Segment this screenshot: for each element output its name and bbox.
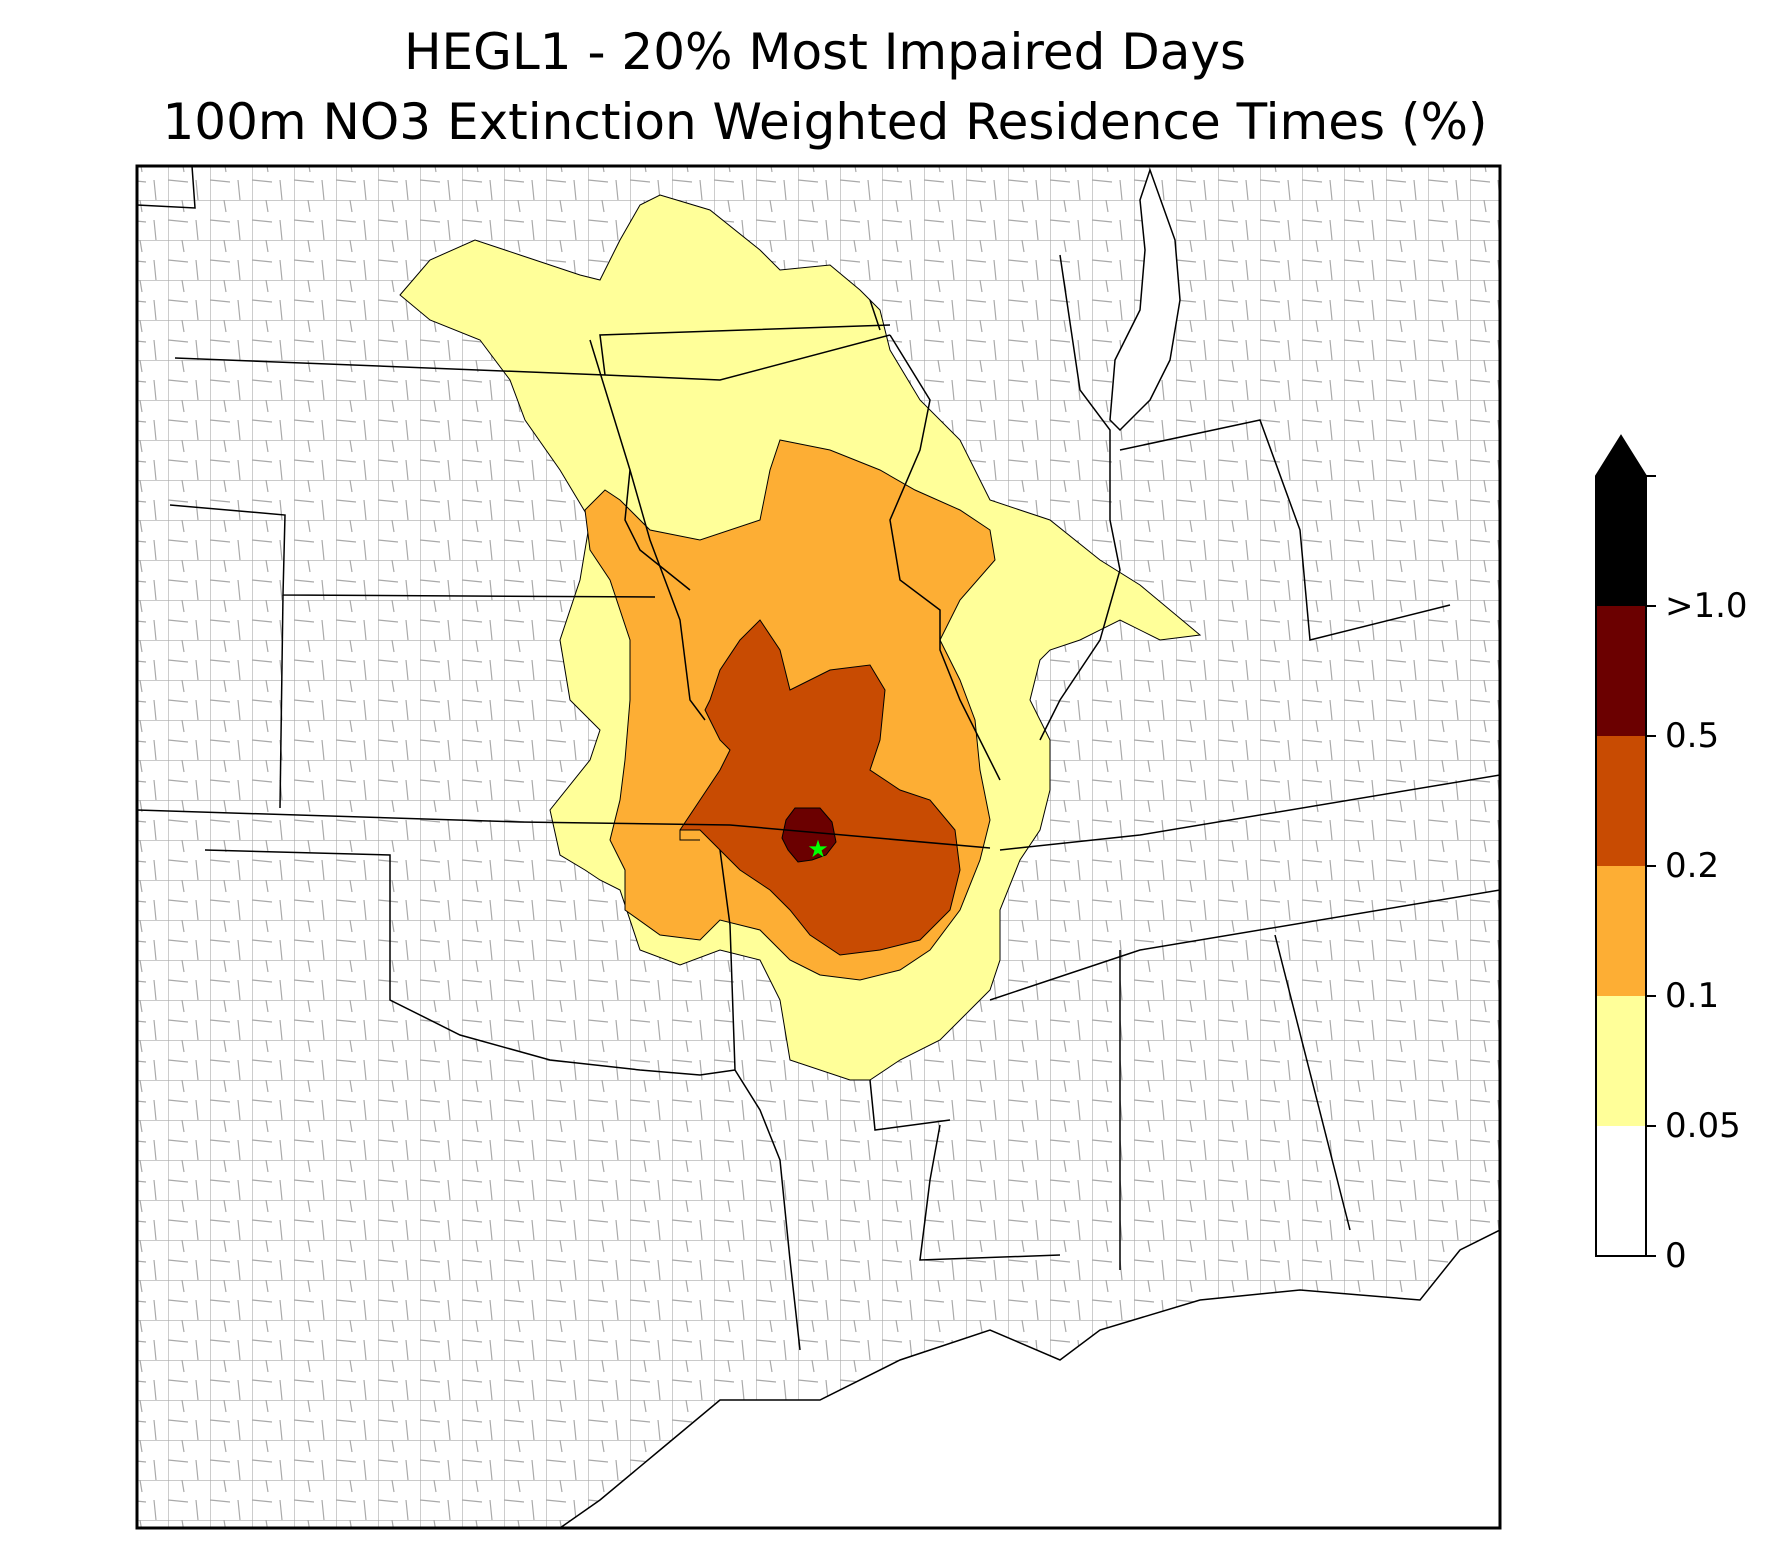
colorbar-bin-1 (1596, 996, 1646, 1126)
colorbar-label-3: 0.2 (1665, 846, 1720, 886)
site-star-icon: ★ (807, 835, 829, 863)
colorbar-label-4: 0.5 (1665, 716, 1720, 756)
colorbar-bin-2 (1596, 866, 1646, 996)
colorbar-outline (1595, 434, 1647, 1257)
colorbar-label-5: >1.0 (1665, 586, 1748, 626)
lake-michigan (1109, 167, 1181, 432)
colorbar-bin-0 (1596, 1126, 1646, 1256)
colorbar-ticks (1646, 475, 1656, 1257)
contour-0.5 (781, 807, 837, 863)
colorbar-label-1: 0.05 (1665, 1106, 1741, 1146)
colorbar-bin-5 (1596, 476, 1646, 606)
map-frame (135, 164, 1502, 1530)
state-borders (137, 166, 1500, 1351)
colorbar-label-2: 0.1 (1665, 976, 1720, 1016)
colorbar-label-0: 0 (1665, 1236, 1687, 1276)
title-line-1: HEGL1 - 20% Most Impaired Days (403, 23, 1247, 81)
colorbar-extend-arrow (1596, 436, 1646, 476)
colorbar-bin-3 (1596, 736, 1646, 866)
colorbar (1595, 434, 1656, 1257)
contour-0.2 (679, 619, 961, 956)
gulf-of-mexico (558, 1229, 1500, 1528)
colorbar-bin-4 (1596, 606, 1646, 736)
title-line-2: 100m NO3 Extinction Weighted Residence T… (162, 93, 1488, 151)
